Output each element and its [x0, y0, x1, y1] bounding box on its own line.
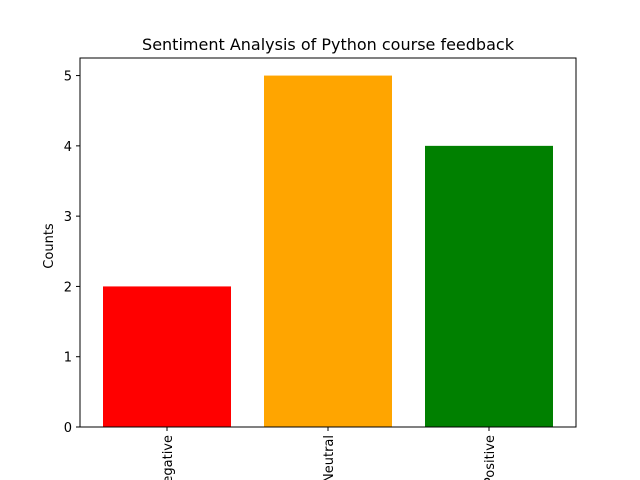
plot-area-frame [79, 57, 577, 428]
x-tick-label: Positive [483, 435, 498, 480]
y-tick-label: 0 [64, 421, 72, 436]
y-tick-label: 3 [64, 210, 72, 225]
x-tick-label: Negative [161, 435, 176, 480]
y-axis-ticks: 0 1 2 3 4 5 [64, 70, 80, 436]
y-tick-label: 1 [64, 351, 72, 366]
y-tick-label: 2 [64, 280, 72, 295]
y-tick-label: 5 [64, 70, 72, 85]
bar-negative [103, 286, 231, 427]
x-axis-ticks: Negative Neutral Positive [161, 427, 498, 480]
bar-positive [425, 145, 553, 427]
y-axis-label: Counts [42, 223, 57, 269]
bar-neutral [264, 75, 392, 428]
chart-title: Sentiment Analysis of Python course feed… [142, 35, 515, 54]
bars-group [103, 75, 553, 428]
y-tick-label: 4 [64, 140, 72, 155]
x-tick-label: Neutral [322, 435, 337, 480]
